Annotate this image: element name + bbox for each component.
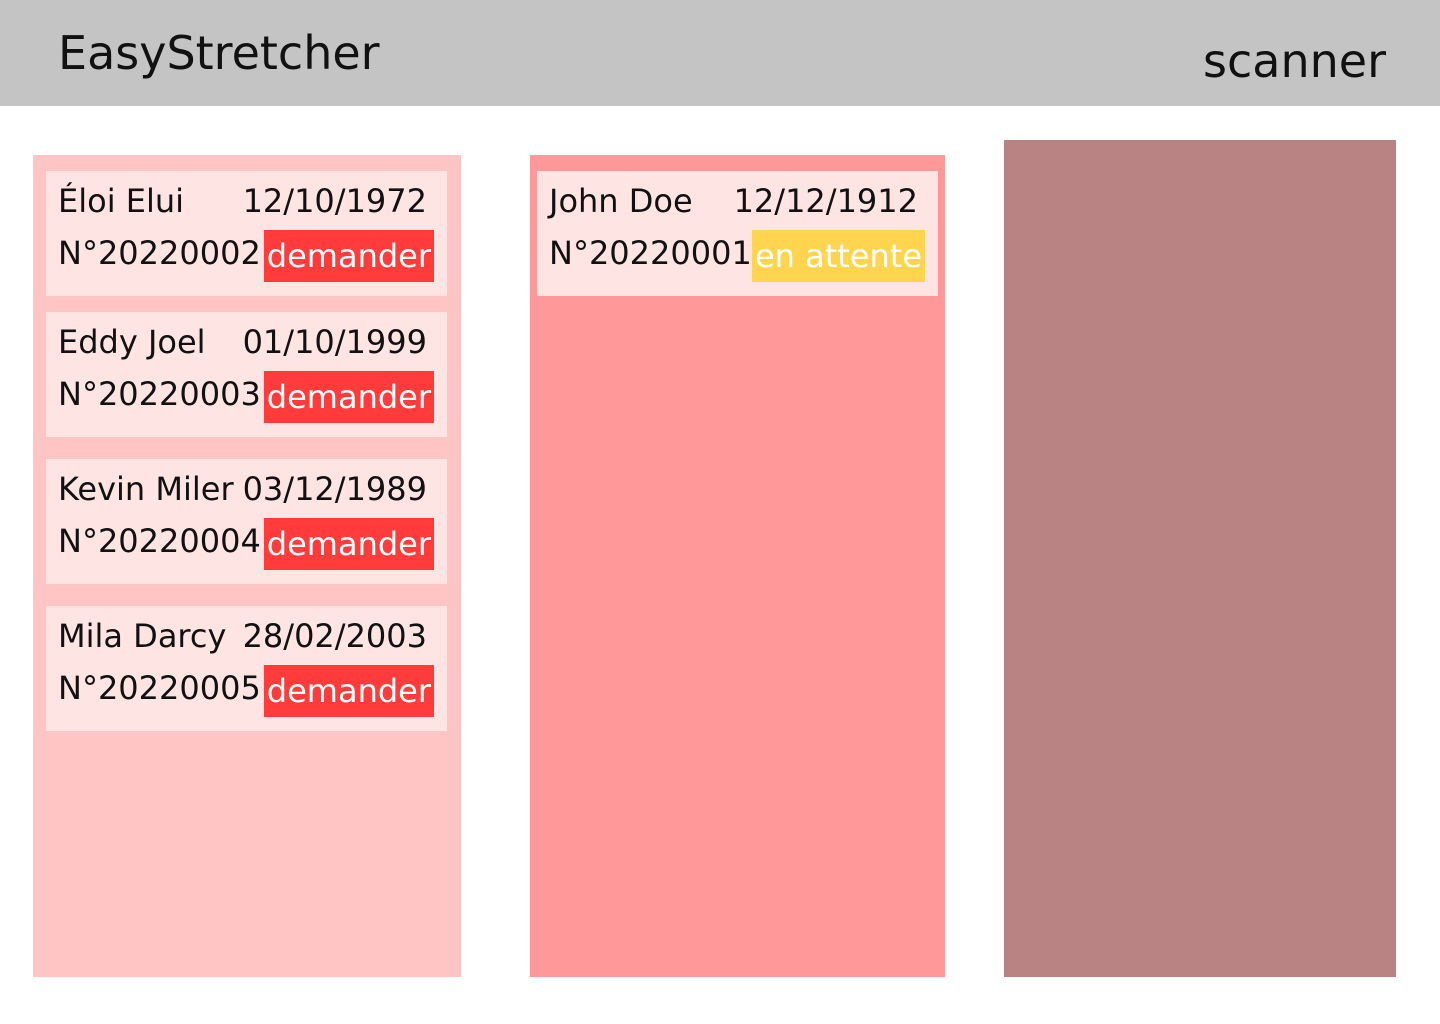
patient-card: Mila Darcy 28/02/2003 N°20220005 demande… [46, 606, 447, 731]
patient-number: N°20220005 [58, 669, 261, 707]
patient-birthdate: 12/12/1912 [733, 182, 918, 220]
top-bar: EasyStretcher scanner [0, 0, 1440, 106]
patient-card: John Doe 12/12/1912 N°20220001 en attent… [537, 171, 938, 296]
pending-status-badge[interactable]: en attente [751, 230, 925, 282]
patient-number: N°20220002 [58, 234, 261, 272]
requests-column: Éloi Elui 12/10/1972 N°20220002 demander… [33, 155, 461, 977]
patient-birthdate: 28/02/2003 [242, 617, 427, 655]
app-title: EasyStretcher [58, 26, 380, 80]
patient-name: Mila Darcy [58, 617, 227, 655]
patient-number: N°20220003 [58, 375, 261, 413]
patient-card: Eddy Joel 01/10/1999 N°20220003 demander [46, 312, 447, 437]
patient-name: Éloi Elui [58, 182, 185, 220]
patient-card: Kevin Miler 03/12/1989 N°20220004 demand… [46, 459, 447, 584]
patient-number: N°20220001 [549, 234, 752, 272]
request-button[interactable]: demander [263, 230, 434, 282]
patient-birthdate: 01/10/1999 [242, 323, 427, 361]
patient-name: Eddy Joel [58, 323, 206, 361]
waiting-column: John Doe 12/12/1912 N°20220001 en attent… [530, 155, 945, 977]
patient-number: N°20220004 [58, 522, 261, 560]
patient-card: Éloi Elui 12/10/1972 N°20220002 demander [46, 171, 447, 296]
scanner-button[interactable]: scanner [1203, 34, 1386, 88]
patient-birthdate: 03/12/1989 [242, 470, 427, 508]
third-column [1004, 140, 1396, 977]
request-button[interactable]: demander [263, 665, 434, 717]
request-button[interactable]: demander [263, 371, 434, 423]
patient-name: John Doe [549, 182, 693, 220]
patient-birthdate: 12/10/1972 [242, 182, 427, 220]
request-button[interactable]: demander [263, 518, 434, 570]
patient-name: Kevin Miler [58, 470, 234, 508]
